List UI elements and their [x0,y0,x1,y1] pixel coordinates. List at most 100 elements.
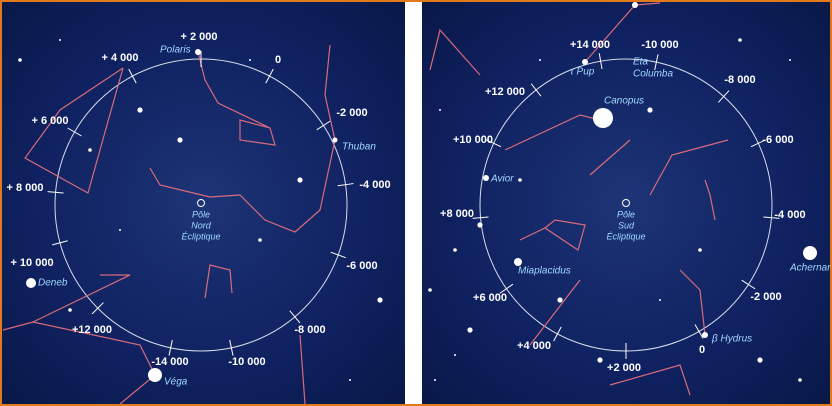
tick-mark [530,83,542,97]
star-name: Columba [633,69,673,80]
tick-mark [763,216,780,219]
star [454,354,456,356]
star [177,137,183,143]
star-name: Deneb [38,278,68,289]
star [332,137,338,143]
tick-label: + 10 000 [10,257,53,269]
star [249,59,251,61]
tick-label: 0 [699,344,705,356]
stars [18,2,817,382]
star [467,327,473,333]
pole-label: Écliptique [606,231,645,241]
star [597,357,603,363]
labels: + 2 000 0 -2 000 -4 000 -6 000 -8 000 -10 000 -… [6,31,831,388]
tick-mark [472,216,489,219]
star-name: Polaris [160,45,191,56]
gap [405,2,422,404]
star [18,58,22,62]
star [539,59,541,61]
tick-label: +8 000 [440,208,474,220]
tick-label: +4 000 [517,340,551,352]
star [297,177,303,183]
tick-mark [168,339,173,356]
tick-label: + 4 000 [101,52,138,64]
star [483,175,489,181]
star-name: β Hydrus [711,334,752,345]
tick-mark [553,326,562,342]
tick-label: 0 [275,54,281,66]
star [195,49,201,55]
star [59,39,61,41]
star [258,238,262,242]
tick-mark [717,90,730,103]
tick-label: -2 000 [336,107,367,119]
tick-label: -14 000 [151,356,188,368]
tick-label: -2 000 [750,291,781,303]
star [518,178,522,182]
pole-marker [197,199,205,207]
tick-mark [330,251,346,259]
tick-label: + 8 000 [6,182,43,194]
star [148,368,162,382]
star [647,107,653,113]
tick-label: +10 000 [453,134,493,146]
tick-label: -8 000 [724,74,755,86]
tick-label: +14 000 [570,39,610,51]
tick-label: + 2 000 [180,31,217,43]
star [702,332,708,338]
star [428,288,432,292]
tick-mark [289,310,301,324]
star [434,379,436,381]
star [88,148,92,152]
tick-mark [67,127,82,137]
star [68,308,72,312]
pole-label: Pôle [617,209,635,219]
star [659,299,661,301]
star [349,379,351,381]
star [632,2,638,8]
tick-label: + 6 000 [31,115,68,127]
star [137,107,143,113]
tick-label: +12 000 [485,86,525,98]
south-panel [422,2,830,404]
tick-mark [499,283,514,294]
star [789,59,791,61]
tick-mark [128,68,137,84]
tick-mark [91,302,104,315]
star [439,109,441,111]
star [557,297,563,303]
tick-label: -4 000 [359,179,390,191]
tick-mark [337,183,354,187]
star [803,246,817,260]
star-name: Véga [164,377,188,388]
star [738,38,742,42]
star-name: Eta [633,57,648,68]
pole-label: Pôle [192,209,210,219]
tick-mark [741,279,756,290]
tick-label: -10 000 [228,356,265,368]
star-name: Avior [490,174,514,185]
tick-label: +2 000 [607,362,641,374]
star [514,258,522,266]
pole-label: Sud [618,220,635,230]
tick-mark [229,339,234,356]
tick-label: +12 000 [72,324,112,336]
tick-label: -10 000 [641,39,678,51]
star [798,378,802,382]
star [477,222,483,228]
star-name: Thuban [342,142,376,153]
tick-label: -4 000 [774,209,805,221]
star-name: τ Pup [570,67,595,78]
star-name: Achernar [789,263,831,274]
tick-label: -6 000 [346,260,377,272]
star [757,357,763,363]
tick-label: +6 000 [473,292,507,304]
star-name: Miaplacidus [518,266,571,277]
tick-label: -8 000 [294,324,325,336]
tick-mark [694,324,704,339]
pole-label: Écliptique [181,231,220,241]
tick-mark [265,68,274,84]
tick-mark [598,53,603,70]
star [582,59,588,65]
